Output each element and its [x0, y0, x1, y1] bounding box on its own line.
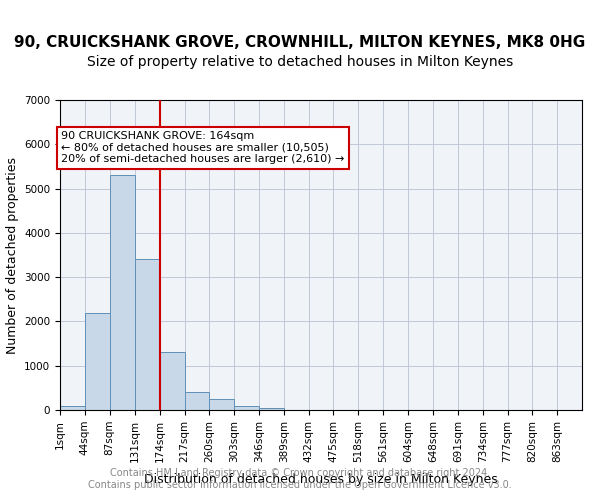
Bar [160, 352, 185, 410]
Bar [209, 399, 234, 410]
Bar [259, 408, 284, 410]
Bar [135, 260, 160, 410]
Text: 90, CRUICKSHANK GROVE, CROWNHILL, MILTON KEYNES, MK8 0HG: 90, CRUICKSHANK GROVE, CROWNHILL, MILTON… [14, 35, 586, 50]
Bar [185, 392, 209, 410]
Bar [234, 406, 259, 410]
Text: Contains HM Land Registry data © Crown copyright and database right 2024.
Contai: Contains HM Land Registry data © Crown c… [88, 468, 512, 490]
X-axis label: Distribution of detached houses by size in Milton Keynes: Distribution of detached houses by size … [144, 473, 498, 486]
Bar [60, 406, 85, 410]
Text: 90 CRUICKSHANK GROVE: 164sqm
← 80% of detached houses are smaller (10,505)
20% o: 90 CRUICKSHANK GROVE: 164sqm ← 80% of de… [61, 131, 344, 164]
Y-axis label: Number of detached properties: Number of detached properties [5, 156, 19, 354]
Bar [110, 176, 135, 410]
Text: Size of property relative to detached houses in Milton Keynes: Size of property relative to detached ho… [87, 55, 513, 69]
Bar [85, 312, 110, 410]
